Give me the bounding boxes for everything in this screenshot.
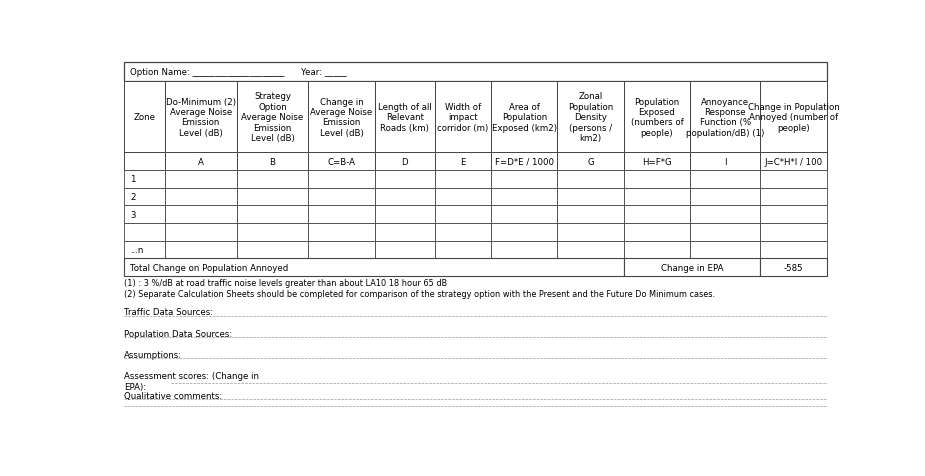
Text: E: E <box>461 158 466 167</box>
Bar <box>435 188 491 206</box>
Bar <box>165 153 237 171</box>
Text: Change in EPA: Change in EPA <box>660 263 723 272</box>
Bar <box>558 82 623 153</box>
Bar <box>237 82 308 153</box>
Bar <box>760 259 827 276</box>
Bar <box>690 206 760 224</box>
Text: -585: -585 <box>783 263 804 272</box>
Bar <box>308 241 375 259</box>
Text: D: D <box>401 158 408 167</box>
Bar <box>165 171 237 188</box>
Text: (1) : 3 %/dB at road traffic noise levels greater than about LA10 18 hour 65 dB: (1) : 3 %/dB at road traffic noise level… <box>124 278 448 288</box>
Bar <box>491 153 558 171</box>
Bar <box>124 63 827 82</box>
Bar <box>558 188 623 206</box>
Bar <box>435 82 491 153</box>
Bar <box>237 224 308 241</box>
Bar <box>760 171 827 188</box>
Bar <box>623 206 690 224</box>
Bar <box>760 82 827 153</box>
Text: Strategy
Option
Average Noise
Emission
Level (dB): Strategy Option Average Noise Emission L… <box>241 92 303 143</box>
Bar <box>435 224 491 241</box>
Text: 2: 2 <box>130 193 136 202</box>
Text: Qualitative comments:: Qualitative comments: <box>124 391 223 400</box>
Bar <box>375 224 435 241</box>
Text: Change in Population
Annoyed (number of
people): Change in Population Annoyed (number of … <box>747 102 840 132</box>
Text: G: G <box>587 158 594 167</box>
Bar <box>375 153 435 171</box>
Text: Width of
impact
corridor (m): Width of impact corridor (m) <box>438 102 488 132</box>
Text: Traffic Data Sources:: Traffic Data Sources: <box>124 308 214 317</box>
Text: 3: 3 <box>130 210 136 219</box>
Bar <box>491 224 558 241</box>
Bar <box>690 188 760 206</box>
Bar <box>690 171 760 188</box>
Bar <box>623 82 690 153</box>
Text: Zone: Zone <box>133 113 155 122</box>
Bar <box>435 241 491 259</box>
Bar <box>623 153 690 171</box>
Text: Do-Minimum (2)
Average Noise
Emission
Level (dB): Do-Minimum (2) Average Noise Emission Le… <box>166 98 236 138</box>
Text: Area of
Population
Exposed (km2): Area of Population Exposed (km2) <box>492 102 557 132</box>
Text: Length of all
Relevant
Roads (km): Length of all Relevant Roads (km) <box>378 102 432 132</box>
Bar <box>623 224 690 241</box>
Bar <box>165 206 237 224</box>
Bar <box>124 206 165 224</box>
Bar <box>124 171 165 188</box>
Bar <box>760 206 827 224</box>
Text: F=D*E / 1000: F=D*E / 1000 <box>495 158 554 167</box>
Bar <box>623 259 760 276</box>
Bar <box>690 224 760 241</box>
Bar <box>760 224 827 241</box>
Bar <box>375 206 435 224</box>
Bar <box>558 241 623 259</box>
Bar <box>760 241 827 259</box>
Text: A: A <box>198 158 204 167</box>
Text: Assumptions:: Assumptions: <box>124 350 182 359</box>
Bar <box>558 224 623 241</box>
Bar <box>690 153 760 171</box>
Bar <box>435 171 491 188</box>
Bar <box>124 153 165 171</box>
Bar <box>165 82 237 153</box>
Bar <box>690 82 760 153</box>
Bar <box>435 153 491 171</box>
Bar <box>237 206 308 224</box>
Bar <box>491 188 558 206</box>
Text: Option Name: _____________________      Year: _____: Option Name: _____________________ Year:… <box>130 68 347 77</box>
Bar <box>690 241 760 259</box>
Bar <box>375 188 435 206</box>
Bar <box>165 188 237 206</box>
Text: Assessment scores: (Change in: Assessment scores: (Change in <box>124 372 259 381</box>
Bar <box>491 171 558 188</box>
Bar <box>623 241 690 259</box>
Text: J=C*H*I / 100: J=C*H*I / 100 <box>765 158 822 167</box>
Bar <box>124 224 165 241</box>
Text: Population
Exposed
(numbers of
people): Population Exposed (numbers of people) <box>631 98 684 138</box>
Bar <box>308 224 375 241</box>
Text: Zonal
Population
Density
(persons /
km2): Zonal Population Density (persons / km2) <box>568 92 613 143</box>
Text: Change in
Average Noise
Emission
Level (dB): Change in Average Noise Emission Level (… <box>311 98 373 138</box>
Bar <box>558 153 623 171</box>
Bar <box>237 241 308 259</box>
Bar <box>558 171 623 188</box>
Text: ...n: ...n <box>130 246 143 254</box>
Bar <box>491 241 558 259</box>
Text: 1: 1 <box>130 175 136 184</box>
Bar <box>308 171 375 188</box>
Text: Annoyance
Response
Function (%
population/dB) (1): Annoyance Response Function (% populatio… <box>686 98 764 138</box>
Text: Population Data Sources:: Population Data Sources: <box>124 329 232 338</box>
Bar <box>760 153 827 171</box>
Bar <box>375 241 435 259</box>
Bar <box>308 188 375 206</box>
Bar <box>308 82 375 153</box>
Bar <box>237 171 308 188</box>
Text: Total Change on Population Annoyed: Total Change on Population Annoyed <box>130 263 289 272</box>
Bar <box>375 82 435 153</box>
Bar <box>124 259 623 276</box>
Bar <box>375 171 435 188</box>
Bar <box>237 153 308 171</box>
Text: I: I <box>724 158 726 167</box>
Bar <box>491 82 558 153</box>
Bar <box>165 224 237 241</box>
